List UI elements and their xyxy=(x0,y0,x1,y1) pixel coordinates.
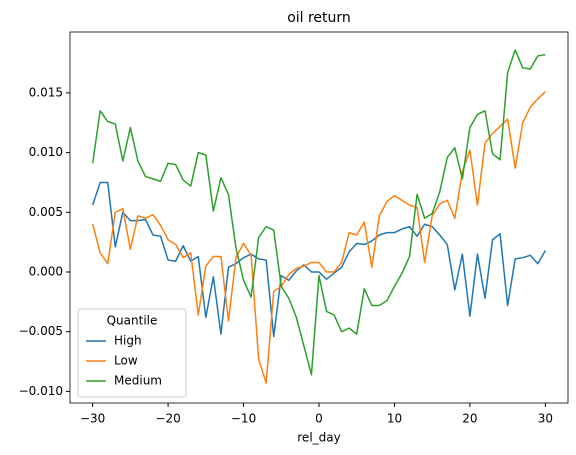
legend-label: Medium xyxy=(114,374,162,388)
x-tick-label: 0 xyxy=(315,412,323,426)
legend-label: Low xyxy=(114,354,138,368)
line-series xyxy=(91,181,547,338)
x-tick-label: 20 xyxy=(462,412,477,426)
x-tick-label: −20 xyxy=(155,412,180,426)
y-tick-label: −0.010 xyxy=(19,384,63,398)
y-tick-label: −0.005 xyxy=(19,324,63,338)
legend-title: Quantile xyxy=(107,314,158,328)
y-tick-label: 0.005 xyxy=(29,205,63,219)
legend-box xyxy=(77,308,187,398)
y-tick-label: 0.000 xyxy=(29,265,63,279)
x-tick-label: 10 xyxy=(387,412,402,426)
x-tick-label: −30 xyxy=(80,412,105,426)
y-tick-label: 0.010 xyxy=(29,145,63,159)
x-tick-label: 30 xyxy=(538,412,553,426)
line-series xyxy=(91,49,546,376)
x-axis-label: rel_day xyxy=(297,431,340,445)
chart-title: oil return xyxy=(287,10,351,26)
plot-frame xyxy=(69,31,569,404)
y-tick-label: 0.015 xyxy=(29,85,63,99)
legend: Quantile High Low Medium xyxy=(77,308,187,398)
legend-label: High xyxy=(114,334,142,348)
x-tick-label: −10 xyxy=(231,412,256,426)
line-series xyxy=(91,91,546,384)
